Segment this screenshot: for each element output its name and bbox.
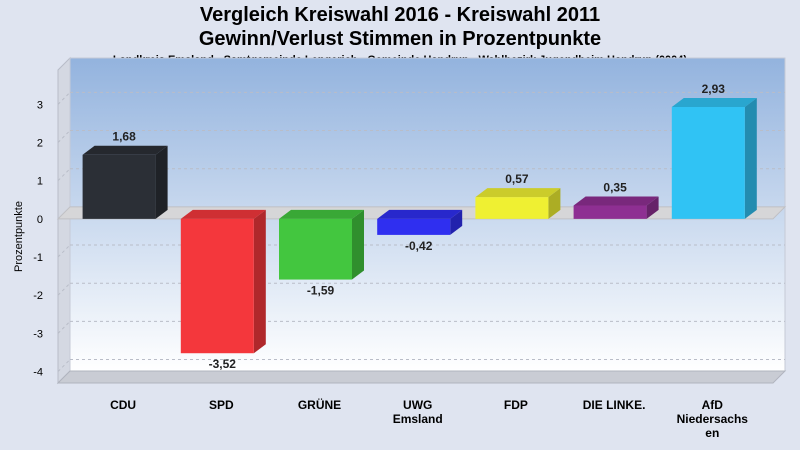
y-axis-label: Prozentpunkte xyxy=(13,201,25,272)
bar-side xyxy=(253,209,266,354)
gridline-side xyxy=(57,244,71,258)
y-tick-label: 2 xyxy=(37,138,43,150)
y-tick-label: -3 xyxy=(33,328,43,340)
x-tick-label: DIE LINKE. xyxy=(583,398,646,412)
y-tick-label: -1 xyxy=(33,252,43,264)
bar-top xyxy=(671,98,757,108)
bar-side xyxy=(450,209,463,235)
bar-top xyxy=(279,209,364,219)
plot-side-wall xyxy=(57,56,71,385)
x-tick-label: AfD xyxy=(702,398,724,412)
y-tick-label: 3 xyxy=(37,99,43,111)
bar-top xyxy=(377,209,463,219)
gridline-side xyxy=(57,359,71,372)
bar xyxy=(475,188,561,219)
bar-side xyxy=(352,209,364,280)
bar xyxy=(377,209,463,235)
data-label: -1,59 xyxy=(307,284,335,298)
gridline-side xyxy=(57,321,71,334)
bar-front xyxy=(180,218,254,354)
x-tick-label: FDP xyxy=(504,398,528,412)
bar-front xyxy=(279,218,352,280)
data-label: 0,35 xyxy=(603,181,627,195)
x-tick-label: SPD xyxy=(209,398,234,412)
bar xyxy=(279,209,364,280)
bar-front xyxy=(671,107,745,219)
y-tick-label: 1 xyxy=(37,176,43,188)
bar xyxy=(671,98,757,219)
gridline-side xyxy=(57,92,71,105)
x-tick-label: en xyxy=(705,426,719,440)
data-label: -0,42 xyxy=(405,239,433,253)
bar-top xyxy=(180,209,266,219)
gridline-side xyxy=(57,168,71,182)
data-label: 1,68 xyxy=(112,130,136,144)
bar-top xyxy=(82,145,168,155)
x-tick-label: CDU xyxy=(110,398,136,412)
chart-subtitle: Gewinn/Verlust Stimmen in Prozentpunkte xyxy=(198,28,602,50)
gridline-side xyxy=(57,130,71,143)
bar-top xyxy=(475,188,561,198)
x-tick-label: UWG xyxy=(403,398,432,412)
bar-front xyxy=(475,197,549,219)
y-tick-label: -2 xyxy=(33,290,43,302)
chart-title: Vergleich Kreiswahl 2016 - Kreiswahl 201… xyxy=(199,4,601,26)
y-tick-label: -4 xyxy=(33,367,43,379)
bar-front xyxy=(377,218,451,235)
gridline-side xyxy=(57,282,71,296)
bar-side xyxy=(155,145,168,219)
bar-top xyxy=(573,196,659,206)
bar-side xyxy=(548,188,561,219)
x-tick-label: Niedersachs xyxy=(677,412,749,426)
bar xyxy=(573,196,659,219)
data-label: 2,93 xyxy=(702,82,726,96)
plot-floor xyxy=(56,370,787,384)
bar-side xyxy=(744,98,757,219)
x-tick-label: GRÜNE xyxy=(298,397,341,412)
x-tick-label: Emsland xyxy=(393,412,443,426)
y-tick-label: 0 xyxy=(37,214,43,226)
bar-side xyxy=(646,196,659,219)
bar-front xyxy=(82,154,156,219)
data-label: -3,52 xyxy=(209,357,237,371)
bar-front xyxy=(573,205,647,219)
bar xyxy=(82,145,168,219)
bar xyxy=(180,209,266,354)
data-label: 0,57 xyxy=(505,172,529,186)
